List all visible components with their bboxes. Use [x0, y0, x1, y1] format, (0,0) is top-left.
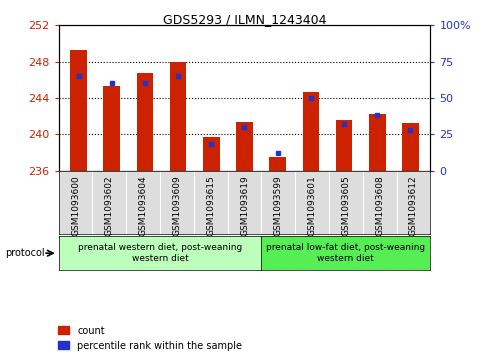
Text: GSM1093604: GSM1093604	[139, 176, 147, 236]
Bar	[136, 73, 153, 171]
Text: GSM1093601: GSM1093601	[307, 176, 316, 236]
Text: GSM1093602: GSM1093602	[104, 176, 114, 236]
Text: GSM1093599: GSM1093599	[273, 176, 282, 236]
Bar	[203, 137, 219, 171]
Bar	[169, 62, 186, 171]
Bar	[236, 122, 252, 171]
Text: GSM1093612: GSM1093612	[408, 176, 417, 236]
Text: GDS5293 / ILMN_1243404: GDS5293 / ILMN_1243404	[163, 13, 325, 26]
Bar	[368, 114, 385, 171]
Text: GSM1093615: GSM1093615	[206, 176, 215, 236]
Bar	[103, 86, 120, 171]
Text: prenatal low-fat diet, post-weaning
western diet: prenatal low-fat diet, post-weaning west…	[266, 244, 425, 263]
Text: GSM1093605: GSM1093605	[341, 176, 349, 236]
Bar	[401, 122, 418, 171]
Text: protocol: protocol	[5, 248, 44, 258]
Text: GSM1093600: GSM1093600	[71, 176, 80, 236]
Text: GSM1093609: GSM1093609	[172, 176, 181, 236]
Text: GSM1093608: GSM1093608	[374, 176, 384, 236]
Legend: count, percentile rank within the sample: count, percentile rank within the sample	[54, 322, 245, 355]
Text: prenatal western diet, post-weaning
western diet: prenatal western diet, post-weaning west…	[78, 244, 242, 263]
Bar	[335, 120, 352, 171]
Bar	[269, 157, 285, 171]
Bar	[70, 50, 87, 171]
Text: GSM1093619: GSM1093619	[240, 176, 248, 236]
Bar	[302, 92, 319, 171]
